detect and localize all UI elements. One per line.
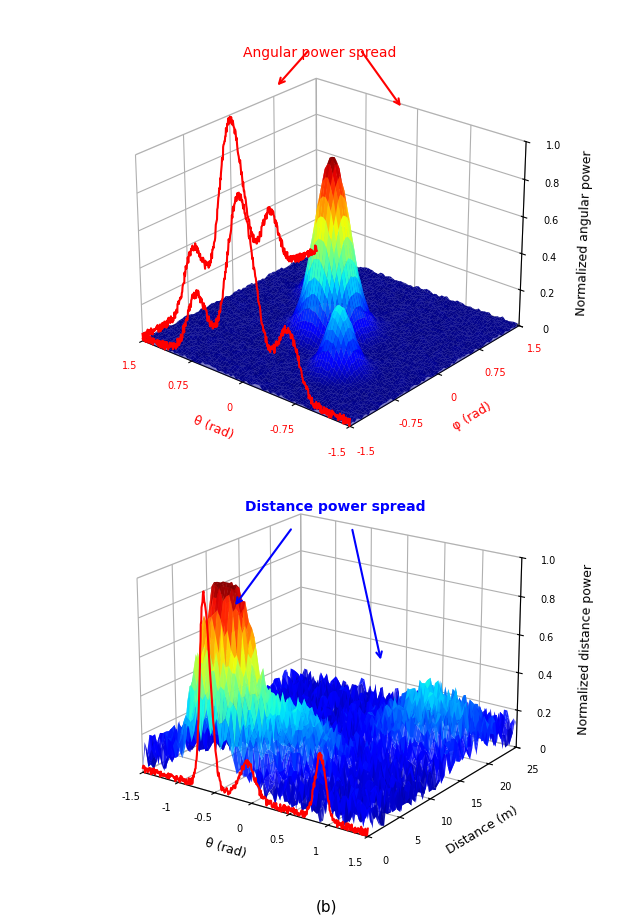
X-axis label: θ (rad): θ (rad) [191,414,236,441]
Y-axis label: φ (rad): φ (rad) [451,400,494,433]
Text: (a): (a) [316,476,337,492]
Text: Angular power spread: Angular power spread [243,46,397,60]
Y-axis label: Distance (m): Distance (m) [444,803,520,857]
Text: Distance power spread: Distance power spread [244,501,425,515]
Text: (b): (b) [316,899,337,914]
X-axis label: θ (rad): θ (rad) [203,836,247,861]
